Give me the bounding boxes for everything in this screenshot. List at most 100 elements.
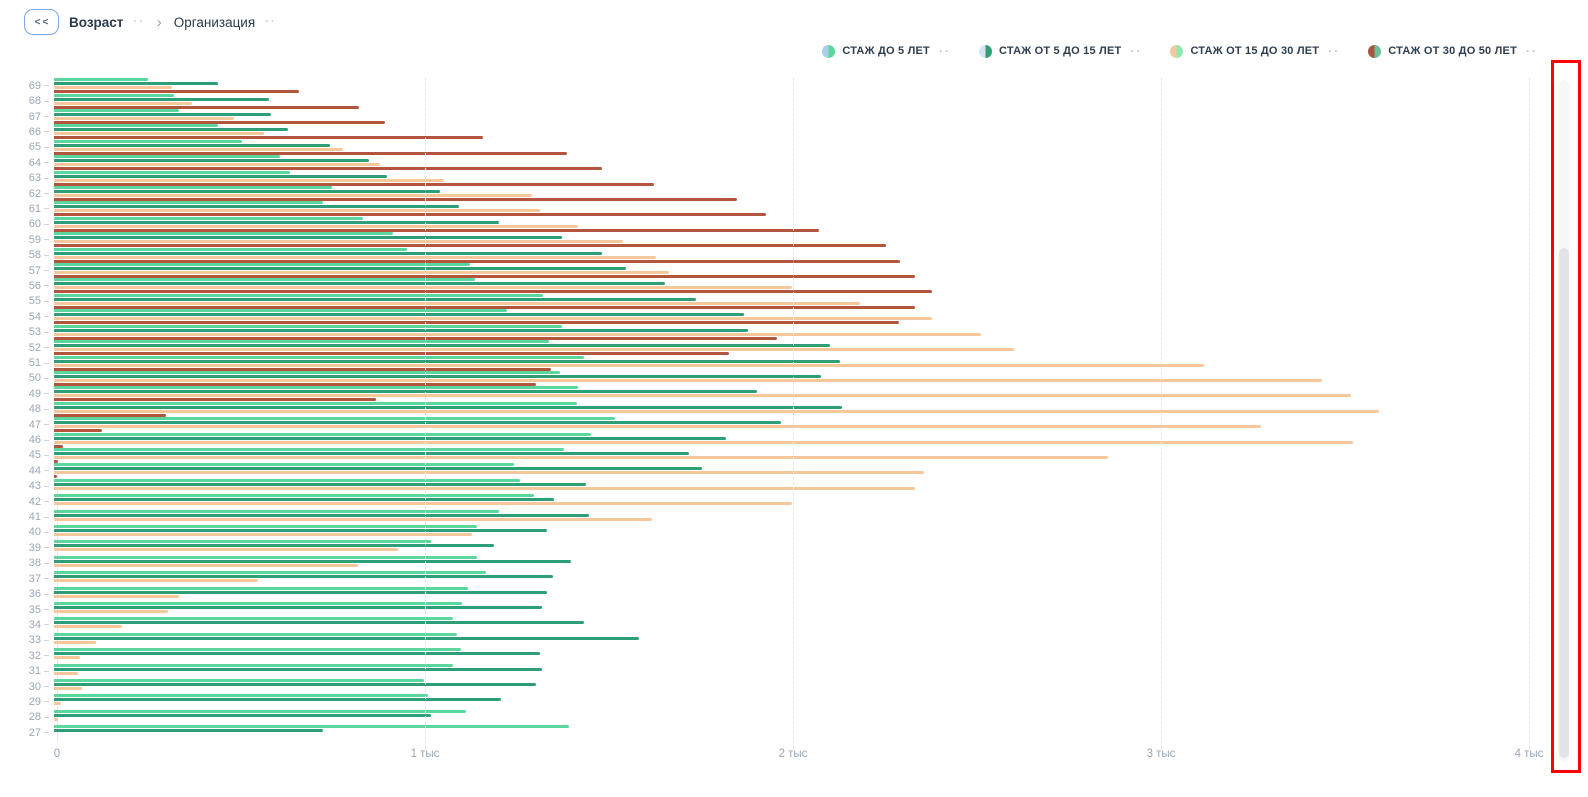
bar-стаж-от-30-до-50-лет-age-46[interactable] xyxy=(54,444,64,448)
bar-стаж-до-5-лет-age-67[interactable] xyxy=(54,109,180,113)
breadcrumb-menu-dots-icon[interactable]: ·· xyxy=(133,15,145,28)
bar-стаж-от-5-до-15-лет-age-49[interactable] xyxy=(54,390,757,394)
bar-стаж-до-5-лет-age-68[interactable] xyxy=(54,93,174,97)
bar-стаж-от-30-до-50-лет-age-67[interactable] xyxy=(54,121,386,125)
bar-стаж-до-5-лет-age-53[interactable] xyxy=(54,324,562,328)
bar-стаж-до-5-лет-age-55[interactable] xyxy=(54,293,544,297)
bar-стаж-до-5-лет-age-48[interactable] xyxy=(54,401,577,405)
bar-стаж-до-5-лет-age-44[interactable] xyxy=(54,463,514,467)
bar-стаж-до-5-лет-age-56[interactable] xyxy=(54,278,476,282)
bar-стаж-от-30-до-50-лет-age-61[interactable] xyxy=(54,213,767,217)
legend-menu-dots-icon[interactable]: ·· xyxy=(1130,44,1143,58)
bar-стаж-от-30-до-50-лет-age-69[interactable] xyxy=(54,90,299,94)
bar-стаж-от-15-до-30-лет-age-32[interactable] xyxy=(54,656,80,660)
bar-стаж-от-15-до-30-лет-age-40[interactable] xyxy=(54,532,472,536)
bar-стаж-от-15-до-30-лет-age-68[interactable] xyxy=(54,101,192,105)
bar-стаж-от-15-до-30-лет-age-29[interactable] xyxy=(54,702,62,706)
bar-стаж-от-5-до-15-лет-age-33[interactable] xyxy=(54,636,640,640)
bar-стаж-от-15-до-30-лет-age-28[interactable] xyxy=(54,717,58,721)
bar-стаж-от-15-до-30-лет-age-35[interactable] xyxy=(54,610,169,614)
bar-стаж-до-5-лет-age-66[interactable] xyxy=(54,124,218,128)
bar-стаж-от-15-до-30-лет-age-64[interactable] xyxy=(54,163,380,167)
bar-стаж-от-5-до-15-лет-age-48[interactable] xyxy=(54,405,842,409)
bar-стаж-от-15-до-30-лет-age-69[interactable] xyxy=(54,86,172,90)
legend-menu-dots-icon[interactable]: ·· xyxy=(938,44,951,58)
bar-стаж-от-15-до-30-лет-age-67[interactable] xyxy=(54,117,235,121)
bar-стаж-до-5-лет-age-27[interactable] xyxy=(54,725,570,729)
bar-стаж-от-5-до-15-лет-age-37[interactable] xyxy=(54,575,553,579)
bar-стаж-от-30-до-50-лет-age-48[interactable] xyxy=(54,413,167,417)
bar-стаж-от-5-до-15-лет-age-65[interactable] xyxy=(54,143,330,147)
bar-стаж-от-5-до-15-лет-age-51[interactable] xyxy=(54,359,840,363)
bar-стаж-от-15-до-30-лет-age-31[interactable] xyxy=(54,671,78,675)
bar-стаж-до-5-лет-age-63[interactable] xyxy=(54,170,290,174)
bar-стаж-от-15-до-30-лет-age-66[interactable] xyxy=(54,132,264,136)
bar-стаж-до-5-лет-age-28[interactable] xyxy=(54,709,467,713)
bar-стаж-от-15-до-30-лет-age-65[interactable] xyxy=(54,147,343,151)
bar-стаж-от-5-до-15-лет-age-64[interactable] xyxy=(54,159,369,163)
bar-стаж-от-30-до-50-лет-age-64[interactable] xyxy=(54,167,603,171)
bar-стаж-от-15-до-30-лет-age-57[interactable] xyxy=(54,271,669,275)
bar-стаж-от-5-до-15-лет-age-56[interactable] xyxy=(54,282,665,286)
bar-стаж-от-15-до-30-лет-age-63[interactable] xyxy=(54,178,445,182)
bar-стаж-от-15-до-30-лет-age-59[interactable] xyxy=(54,240,623,244)
bar-стаж-от-5-до-15-лет-age-60[interactable] xyxy=(54,220,500,224)
bar-стаж-от-30-до-50-лет-age-47[interactable] xyxy=(54,429,102,433)
bar-стаж-от-30-до-50-лет-age-59[interactable] xyxy=(54,244,886,248)
bar-стаж-от-5-до-15-лет-age-54[interactable] xyxy=(54,313,744,317)
bar-стаж-от-30-до-50-лет-age-56[interactable] xyxy=(54,290,932,294)
collapse-drill-button[interactable]: << xyxy=(24,9,59,35)
bar-стаж-до-5-лет-age-60[interactable] xyxy=(54,216,364,220)
bar-стаж-от-30-до-50-лет-age-65[interactable] xyxy=(54,151,568,155)
bar-стаж-от-30-до-50-лет-age-49[interactable] xyxy=(54,398,376,402)
bar-стаж-до-5-лет-age-37[interactable] xyxy=(54,571,487,575)
bar-стаж-от-15-до-30-лет-age-46[interactable] xyxy=(54,440,1354,444)
bar-стаж-от-5-до-15-лет-age-57[interactable] xyxy=(54,267,627,271)
bar-стаж-от-15-до-30-лет-age-37[interactable] xyxy=(54,579,259,583)
bar-стаж-от-15-до-30-лет-age-62[interactable] xyxy=(54,194,533,198)
bar-стаж-до-5-лет-age-32[interactable] xyxy=(54,648,461,652)
bar-стаж-от-5-до-15-лет-age-27[interactable] xyxy=(54,729,323,733)
bar-стаж-от-5-до-15-лет-age-63[interactable] xyxy=(54,174,388,178)
bar-стаж-до-5-лет-age-43[interactable] xyxy=(54,478,520,482)
bar-стаж-до-5-лет-age-41[interactable] xyxy=(54,509,500,513)
bar-стаж-от-15-до-30-лет-age-61[interactable] xyxy=(54,209,540,213)
breadcrumb-item-organizaciya[interactable]: Организация xyxy=(173,14,256,30)
bar-стаж-от-15-до-30-лет-age-44[interactable] xyxy=(54,471,925,475)
legend-menu-dots-icon[interactable]: ·· xyxy=(1526,44,1538,58)
bar-стаж-от-5-до-15-лет-age-50[interactable] xyxy=(54,374,822,378)
bar-стаж-от-5-до-15-лет-age-44[interactable] xyxy=(54,467,702,471)
bar-стаж-от-30-до-50-лет-age-57[interactable] xyxy=(54,275,916,279)
bar-стаж-от-5-до-15-лет-age-43[interactable] xyxy=(54,482,586,486)
bar-стаж-от-15-до-30-лет-age-30[interactable] xyxy=(54,687,82,691)
bar-стаж-от-5-до-15-лет-age-61[interactable] xyxy=(54,205,459,209)
legend-item-0[interactable]: СТАЖ ДО 5 ЛЕТ ·· xyxy=(822,44,951,58)
bar-стаж-до-5-лет-age-65[interactable] xyxy=(54,139,242,143)
bar-стаж-до-5-лет-age-51[interactable] xyxy=(54,355,584,359)
bar-стаж-от-15-до-30-лет-age-48[interactable] xyxy=(54,409,1379,413)
bar-стаж-до-5-лет-age-35[interactable] xyxy=(54,602,463,606)
bar-стаж-от-15-до-30-лет-age-42[interactable] xyxy=(54,502,792,506)
bar-стаж-от-5-до-15-лет-age-58[interactable] xyxy=(54,251,603,255)
bar-стаж-до-5-лет-age-50[interactable] xyxy=(54,370,560,374)
bar-стаж-от-5-до-15-лет-age-40[interactable] xyxy=(54,528,548,532)
bar-стаж-от-15-до-30-лет-age-51[interactable] xyxy=(54,363,1204,367)
bar-стаж-до-5-лет-age-42[interactable] xyxy=(54,494,535,498)
bar-стаж-от-5-до-15-лет-age-66[interactable] xyxy=(54,128,288,132)
bar-стаж-от-15-до-30-лет-age-58[interactable] xyxy=(54,255,656,259)
bar-стаж-от-30-до-50-лет-age-66[interactable] xyxy=(54,136,483,140)
bar-стаж-от-5-до-15-лет-age-47[interactable] xyxy=(54,421,781,425)
bar-стаж-от-15-до-30-лет-age-43[interactable] xyxy=(54,486,916,490)
bar-стаж-до-5-лет-age-36[interactable] xyxy=(54,586,468,590)
bar-стаж-от-30-до-50-лет-age-53[interactable] xyxy=(54,336,778,340)
bar-стаж-от-15-до-30-лет-age-38[interactable] xyxy=(54,563,358,567)
bar-стаж-от-30-до-50-лет-age-58[interactable] xyxy=(54,259,901,263)
bar-стаж-от-30-до-50-лет-age-51[interactable] xyxy=(54,367,551,371)
bar-стаж-до-5-лет-age-29[interactable] xyxy=(54,694,428,698)
bar-стаж-от-5-до-15-лет-age-69[interactable] xyxy=(54,82,218,86)
bar-стаж-от-15-до-30-лет-age-50[interactable] xyxy=(54,378,1322,382)
bar-стаж-от-30-до-50-лет-age-68[interactable] xyxy=(54,105,360,109)
bar-стаж-до-5-лет-age-52[interactable] xyxy=(54,340,549,344)
bar-стаж-от-5-до-15-лет-age-28[interactable] xyxy=(54,713,432,717)
bar-стаж-от-5-до-15-лет-age-67[interactable] xyxy=(54,113,272,117)
